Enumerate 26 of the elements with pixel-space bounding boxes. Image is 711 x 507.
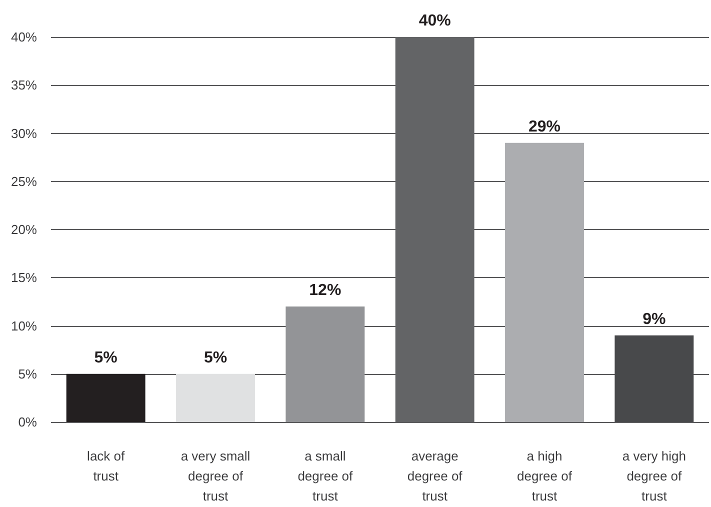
y-tick-label: 20% bbox=[10, 222, 38, 237]
data-label: 12% bbox=[309, 282, 342, 299]
x-tick-label: a very small degree of trust bbox=[180, 448, 250, 504]
data-label: 40% bbox=[418, 12, 451, 30]
data-label: 9% bbox=[642, 310, 666, 328]
bar bbox=[176, 374, 255, 422]
y-tick-label: 15% bbox=[10, 270, 38, 286]
x-tick-label: a high degree of trust bbox=[517, 448, 572, 504]
bar bbox=[66, 374, 146, 422]
y-tick-label: 30% bbox=[10, 126, 38, 141]
x-tick-label: a small degree of trust bbox=[298, 448, 354, 504]
y-tick-label: 40% bbox=[10, 30, 38, 44]
y-tick-label: 10% bbox=[10, 318, 38, 334]
x-tick-label: lack of trust bbox=[87, 448, 126, 484]
data-label: 5% bbox=[204, 349, 228, 366]
bar bbox=[505, 142, 584, 422]
data-label: 29% bbox=[528, 118, 561, 136]
bar bbox=[614, 335, 694, 422]
y-tick-label: 35% bbox=[10, 78, 38, 93]
x-tick-label: average degree of trust bbox=[407, 448, 463, 504]
data-label: 5% bbox=[94, 349, 118, 366]
y-tick-label: 25% bbox=[10, 174, 38, 189]
y-tick-label: 0% bbox=[18, 414, 38, 430]
y-tick-label: 5% bbox=[18, 366, 38, 382]
bar bbox=[286, 306, 365, 422]
x-tick-label: a very high degree of trust bbox=[622, 448, 686, 504]
